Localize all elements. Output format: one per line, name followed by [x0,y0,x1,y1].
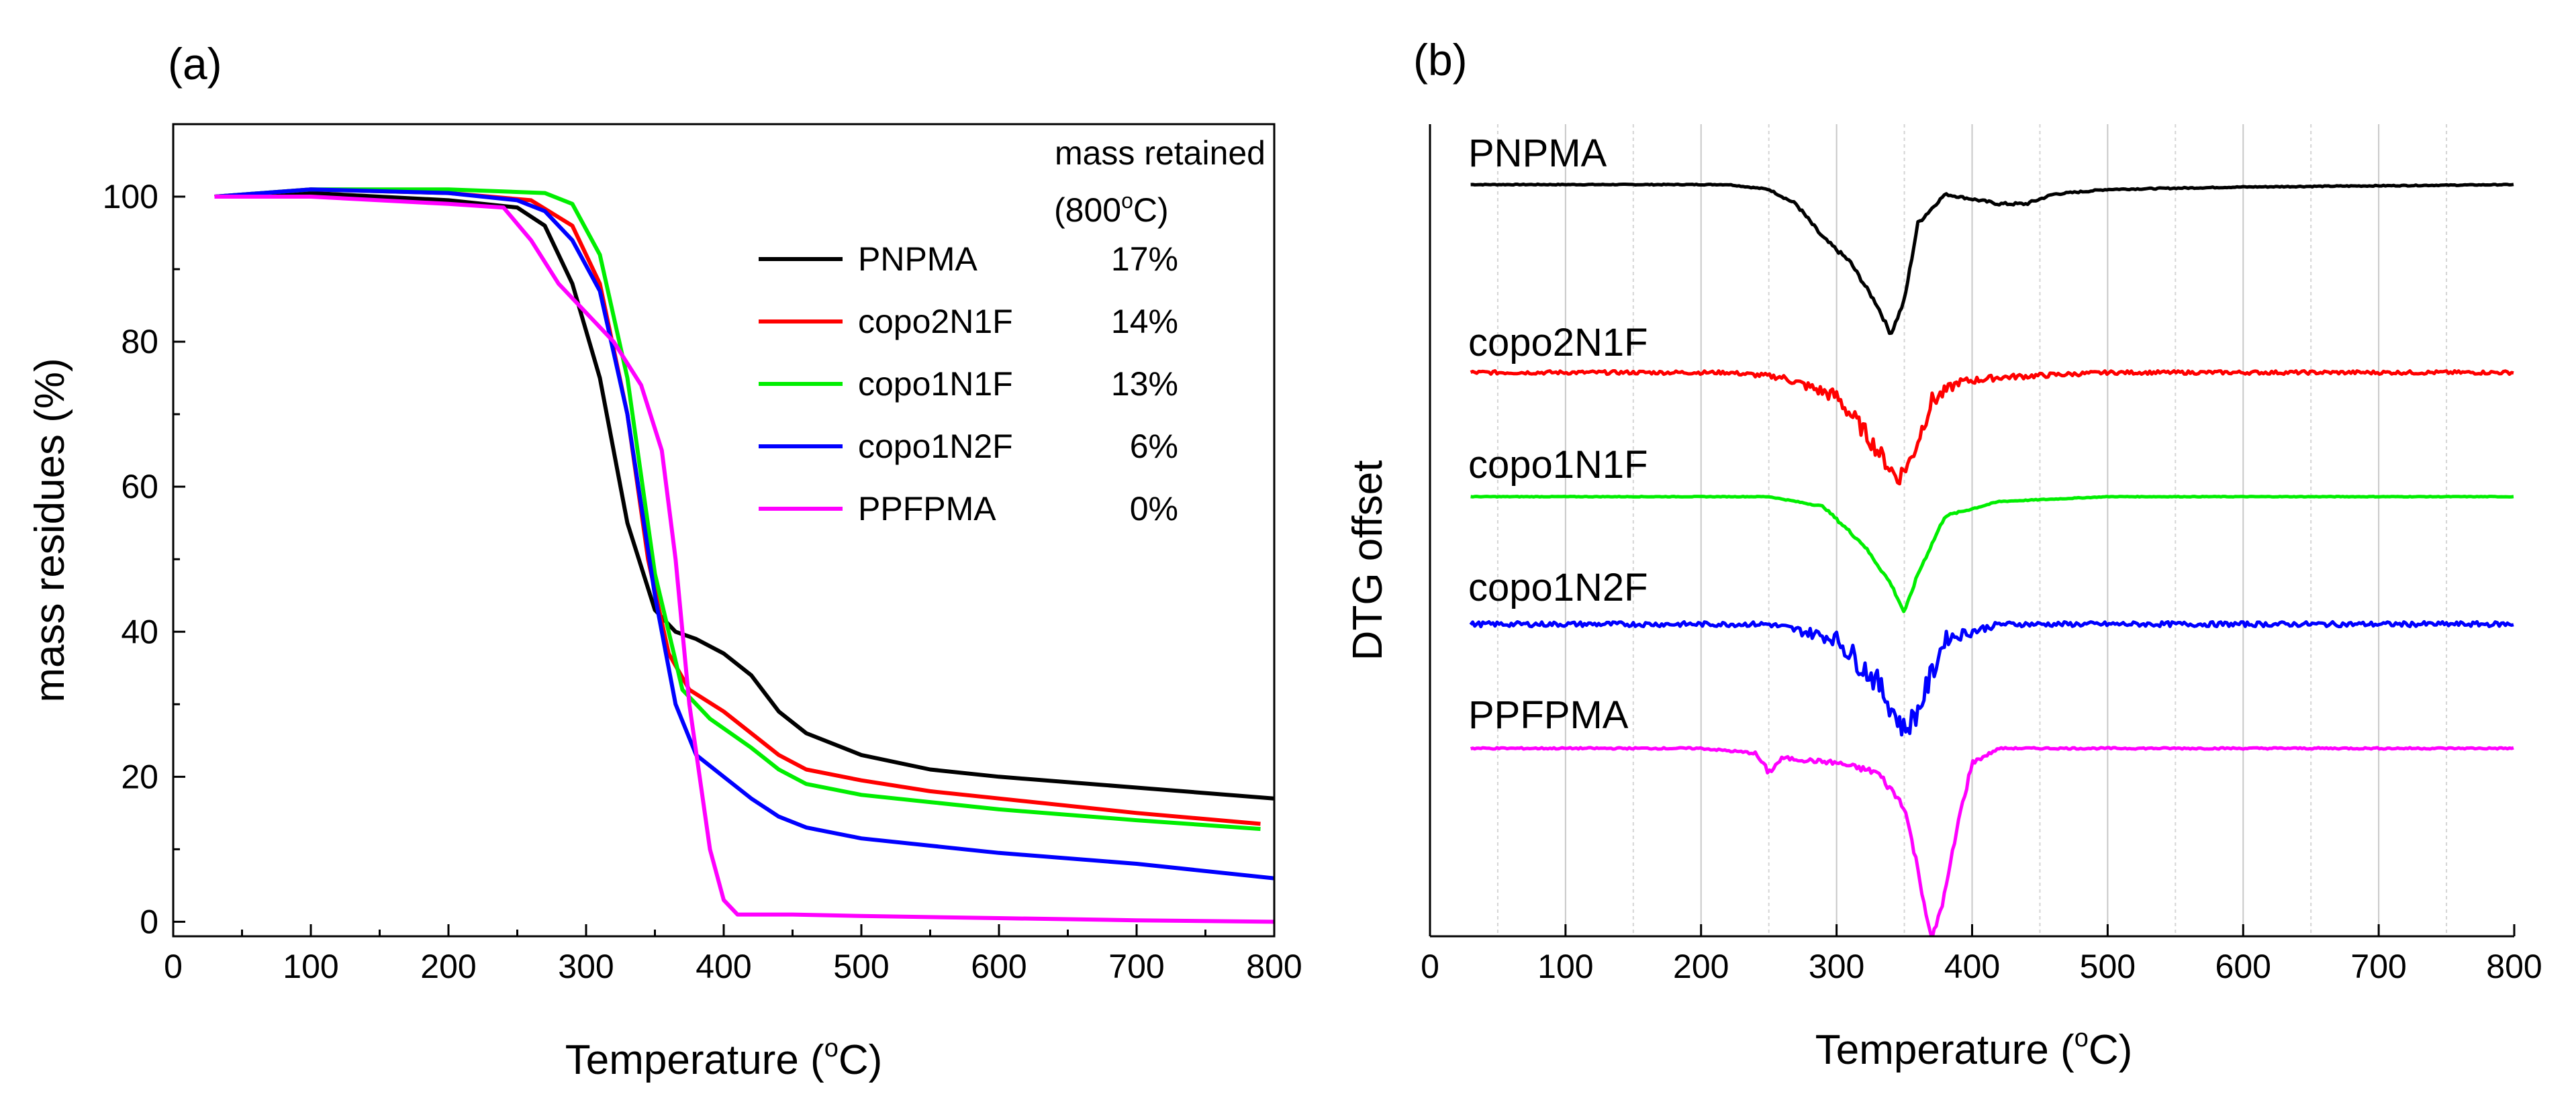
a-x-tick-label: 100 [283,948,338,985]
a-y-tick-label: 80 [121,323,158,360]
b-x-tick-label: 100 [1537,948,1593,985]
a-x-tick-label: 400 [696,948,751,985]
a-x-tick-label: 800 [1246,948,1302,985]
b-x-tick-label: 800 [2486,948,2542,985]
a-x-tick-label: 0 [164,948,183,985]
legend-title-line2: (800oC) [1054,189,1169,229]
panel-b-y-axis-title: DTG offset [1345,460,1391,661]
legend-title-line1: mass retained [1055,134,1266,172]
legend-label-copo1n2f: copo1N2F [858,428,1013,465]
b-x-tick-label: 500 [2080,948,2136,985]
a-series-copo1n2f [214,187,1274,881]
legend-retained-pnpma: 17% [1111,240,1178,278]
a-x-tick-label: 600 [971,948,1027,985]
b-x-tick-label: 700 [2350,948,2406,985]
panel-b-dtg-chart: (b) PNPMAcopo2N1Fcopo1N1Fcopo1N2FPPFPMA … [1345,35,2542,1073]
b-x-tick-label: 300 [1809,948,1864,985]
b-x-tick-label: 200 [1673,948,1729,985]
panel-a-label: (a) [168,39,222,89]
a-y-tick-label: 60 [121,468,158,505]
b-series-label-copo1n1f: copo1N1F [1468,443,1648,487]
a-y-tick-label: 40 [121,613,158,650]
b-series-label-copo2n1f: copo2N1F [1468,321,1648,364]
panel-a-mass-residue-chart: (a) 0 100 200 300 400 500 600 700 800 0 20 40 60 80 10… [27,39,1302,1083]
a-series-ppfpma [214,195,1274,924]
a-series-copo1n1f [214,187,1261,832]
legend-retained-copo1n2f: 6% [1130,428,1178,465]
b-series-label-copo1n2f: copo1N2F [1468,566,1648,609]
panel-a-plot-frame [172,123,1276,938]
panel-a-y-axis-title: mass residues (%) [27,358,73,702]
a-series-copo2n1f [214,187,1261,826]
panel-a-x-axis-title: Temperature (oC) [565,1034,883,1083]
b-x-tick-label: 0 [1421,948,1439,985]
legend-label-copo2n1f: copo2N1F [858,303,1013,340]
b-series-label-pnpma: PNPMA [1468,132,1607,175]
legend-retained-copo2n1f: 14% [1111,303,1178,340]
a-x-tick-label: 300 [558,948,614,985]
a-y-tick-label: 0 [140,903,158,940]
b-x-tick-label: 600 [2215,948,2271,985]
panel-a-legend: mass retained (800oC) PNPMA 17% copo2N1F 14… [759,134,1266,528]
b-series-ppfpma [1470,746,2514,936]
a-series-pnpma [214,191,1274,801]
panel-b-label: (b) [1413,35,1468,85]
b-series-copo1n2f [1469,619,2514,737]
b-series-copo2n1f [1470,369,2514,486]
a-x-tick-label: 200 [420,948,476,985]
b-x-tick-label: 400 [1944,948,2000,985]
a-x-tick-label: 700 [1108,948,1164,985]
b-series-copo1n1f [1470,495,2514,613]
a-y-tick-label: 20 [121,758,158,795]
b-series-pnpma [1470,182,2514,336]
legend-label-ppfpma: PPFPMA [858,490,996,528]
a-y-tick-label: 100 [103,178,158,215]
legend-label-copo1n1f: copo1N1F [858,365,1013,403]
panel-b-x-axis-title: Temperature (oC) [1815,1024,2133,1073]
b-series-label-ppfpma: PPFPMA [1468,693,1629,737]
legend-label-pnpma: PNPMA [858,240,977,278]
a-x-tick-label: 500 [833,948,889,985]
legend-retained-copo1n1f: 13% [1111,365,1178,403]
legend-retained-ppfpma: 0% [1130,490,1178,528]
